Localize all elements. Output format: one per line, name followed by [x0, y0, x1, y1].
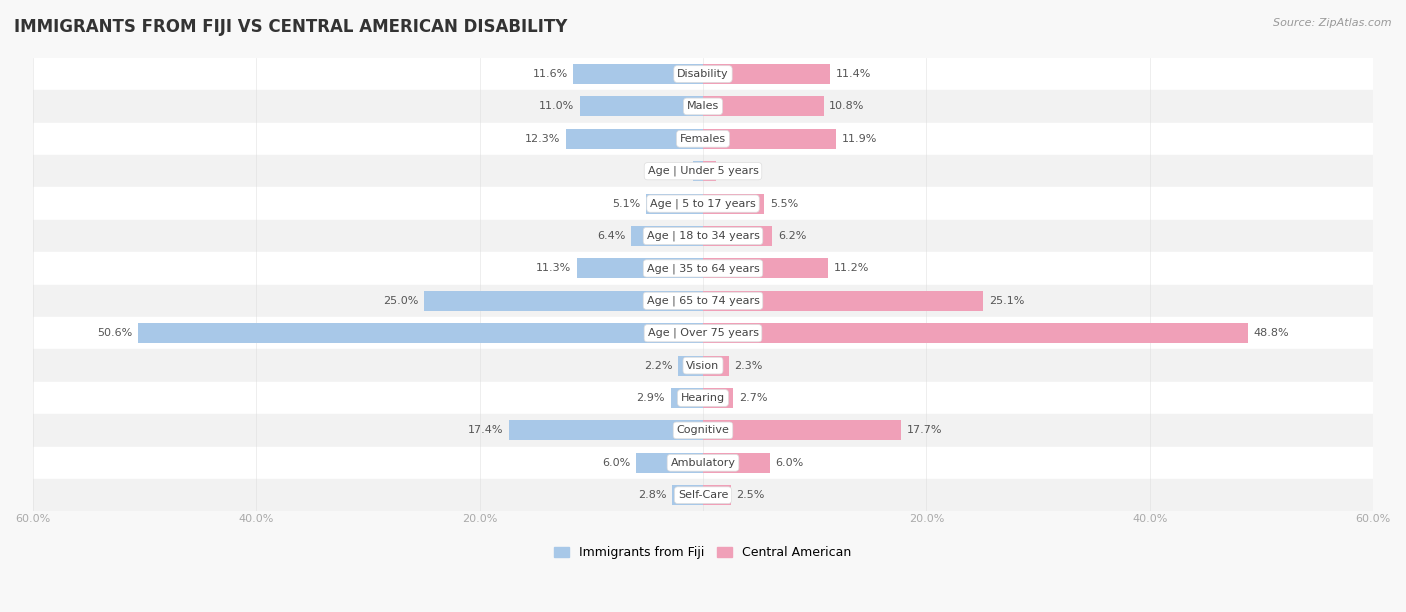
Bar	[32, 317, 1374, 349]
Text: 50.6%: 50.6%	[97, 328, 132, 338]
Text: 0.92%: 0.92%	[651, 166, 688, 176]
Text: 6.2%: 6.2%	[778, 231, 806, 241]
Text: 2.5%: 2.5%	[737, 490, 765, 500]
Text: Males: Males	[688, 102, 718, 111]
Text: 6.4%: 6.4%	[598, 231, 626, 241]
Text: 10.8%: 10.8%	[830, 102, 865, 111]
Text: Hearing: Hearing	[681, 393, 725, 403]
Text: 12.3%: 12.3%	[524, 134, 560, 144]
Text: 2.8%: 2.8%	[638, 490, 666, 500]
Bar	[679, 356, 703, 376]
Bar	[565, 129, 703, 149]
Bar	[32, 90, 1374, 122]
Bar	[636, 453, 703, 473]
Text: 11.4%: 11.4%	[837, 69, 872, 79]
Text: 25.0%: 25.0%	[382, 296, 418, 306]
Bar	[32, 187, 1374, 220]
Bar	[509, 420, 703, 441]
Text: 11.6%: 11.6%	[533, 69, 568, 79]
Text: 25.1%: 25.1%	[988, 296, 1025, 306]
Bar	[32, 349, 1374, 382]
Text: Disability: Disability	[678, 69, 728, 79]
Bar	[703, 485, 731, 506]
Bar	[672, 485, 703, 506]
Bar	[693, 161, 703, 181]
Text: Age | 18 to 34 years: Age | 18 to 34 years	[647, 231, 759, 241]
Text: Age | 5 to 17 years: Age | 5 to 17 years	[650, 198, 756, 209]
Text: 2.2%: 2.2%	[644, 360, 673, 371]
Bar	[32, 58, 1374, 90]
Bar	[576, 258, 703, 278]
Text: 11.3%: 11.3%	[536, 263, 571, 274]
Bar	[703, 323, 1249, 343]
Bar	[703, 226, 772, 246]
Text: 2.9%: 2.9%	[637, 393, 665, 403]
Bar	[423, 291, 703, 311]
Bar	[32, 220, 1374, 252]
Bar	[32, 382, 1374, 414]
Text: 2.7%: 2.7%	[738, 393, 768, 403]
Bar	[703, 193, 765, 214]
Text: Females: Females	[681, 134, 725, 144]
Bar	[32, 122, 1374, 155]
Bar	[32, 252, 1374, 285]
Bar	[631, 226, 703, 246]
Text: 1.2%: 1.2%	[723, 166, 751, 176]
Bar	[645, 193, 703, 214]
Text: 17.4%: 17.4%	[468, 425, 503, 435]
Text: 6.0%: 6.0%	[602, 458, 630, 468]
Text: Age | Over 75 years: Age | Over 75 years	[648, 328, 758, 338]
Text: 48.8%: 48.8%	[1254, 328, 1289, 338]
Text: 5.1%: 5.1%	[612, 199, 640, 209]
Bar	[703, 258, 828, 278]
Text: 11.9%: 11.9%	[842, 134, 877, 144]
Text: Self-Care: Self-Care	[678, 490, 728, 500]
Bar	[703, 97, 824, 116]
Bar	[703, 129, 837, 149]
Bar	[703, 161, 717, 181]
Text: Age | 65 to 74 years: Age | 65 to 74 years	[647, 296, 759, 306]
Bar	[32, 447, 1374, 479]
Text: 17.7%: 17.7%	[907, 425, 942, 435]
Bar	[32, 285, 1374, 317]
Bar	[574, 64, 703, 84]
Bar	[32, 479, 1374, 512]
Bar	[581, 97, 703, 116]
Bar	[703, 388, 733, 408]
Text: Ambulatory: Ambulatory	[671, 458, 735, 468]
Bar	[32, 155, 1374, 187]
Text: 5.5%: 5.5%	[770, 199, 799, 209]
Text: 2.3%: 2.3%	[734, 360, 762, 371]
Text: IMMIGRANTS FROM FIJI VS CENTRAL AMERICAN DISABILITY: IMMIGRANTS FROM FIJI VS CENTRAL AMERICAN…	[14, 18, 568, 36]
Text: 11.2%: 11.2%	[834, 263, 869, 274]
Bar	[671, 388, 703, 408]
Text: Vision: Vision	[686, 360, 720, 371]
Text: Age | 35 to 64 years: Age | 35 to 64 years	[647, 263, 759, 274]
Text: 11.0%: 11.0%	[540, 102, 575, 111]
Legend: Immigrants from Fiji, Central American: Immigrants from Fiji, Central American	[550, 541, 856, 564]
Bar	[138, 323, 703, 343]
Bar	[703, 64, 831, 84]
Text: Source: ZipAtlas.com: Source: ZipAtlas.com	[1274, 18, 1392, 28]
Text: Cognitive: Cognitive	[676, 425, 730, 435]
Text: 6.0%: 6.0%	[776, 458, 804, 468]
Bar	[703, 420, 901, 441]
Text: Age | Under 5 years: Age | Under 5 years	[648, 166, 758, 176]
Bar	[703, 453, 770, 473]
Bar	[703, 291, 983, 311]
Bar	[32, 414, 1374, 447]
Bar	[703, 356, 728, 376]
